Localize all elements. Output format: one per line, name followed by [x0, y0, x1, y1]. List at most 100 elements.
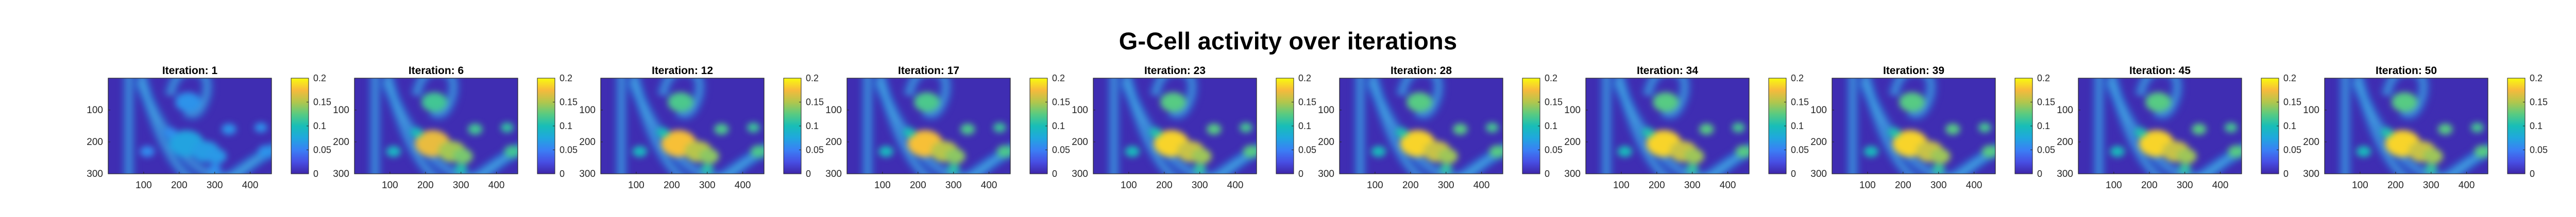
activity-hotspot — [2178, 164, 2192, 174]
activity-hotspot — [656, 127, 670, 137]
activity-hotspot — [386, 146, 401, 157]
y-tick-label: 200 — [2057, 137, 2073, 148]
y-tick-label: 300 — [1564, 169, 1581, 179]
y-tick-label: 200 — [1810, 137, 1827, 148]
x-tick-label: 200 — [171, 180, 188, 191]
activity-trail — [372, 78, 435, 174]
activity-hotspot — [1125, 146, 1140, 157]
colorbar-tick-label: 0.05 — [1791, 145, 1809, 155]
axes-frame — [1093, 78, 1257, 174]
x-tick-label: 400 — [242, 180, 259, 191]
x-tick-label: 400 — [2212, 180, 2229, 191]
colorbar-tick-label: 0 — [806, 169, 811, 179]
x-tick-label: 400 — [981, 180, 997, 191]
activity-hotspot — [699, 148, 719, 164]
heatmap-panel: Iteration: 34 100 200 300 400 100 200 300 0 0.05 0… — [1564, 65, 1823, 217]
colorbar-tick-label: 0.2 — [806, 73, 819, 83]
x-tick-label: 400 — [1473, 180, 1490, 191]
colorbar-tick-label: 0.15 — [1052, 97, 1070, 107]
activity-hotspot — [701, 164, 714, 174]
activity-hotspot — [140, 146, 155, 157]
colorbar-tick-label: 0.1 — [1545, 121, 1557, 131]
heatmap-field — [1107, 78, 1257, 174]
colorbar — [783, 78, 802, 174]
x-tick-label: 200 — [1895, 180, 1911, 191]
heatmap-field — [1846, 78, 1995, 174]
x-tick-label: 100 — [874, 180, 891, 191]
figure-title: G-Cell activity over iterations — [1118, 27, 1458, 55]
heatmap-field — [1353, 78, 1503, 174]
x-tick-label: 100 — [382, 180, 398, 191]
activity-trail — [2096, 78, 2159, 174]
colorbar-tick-label: 0.05 — [806, 145, 824, 155]
colorbar-tick-label: 0.05 — [2037, 145, 2055, 155]
activity-hotspot — [1735, 145, 1749, 158]
y-tick-label: 200 — [2303, 137, 2319, 148]
colorbar-tick-label: 0 — [1298, 169, 1303, 179]
activity-hotspot — [258, 145, 272, 158]
colorbar-tick-label: 0.15 — [2037, 97, 2055, 107]
y-tick-label: 100 — [1318, 105, 1334, 116]
heatmap-field — [1600, 78, 1749, 174]
heatmap-panel: Iteration: 39 100 200 300 400 100 200 300 0 0.05 0… — [1810, 65, 2069, 217]
y-tick-label: 200 — [825, 137, 842, 148]
activity-hotspot — [208, 164, 222, 174]
colorbar — [1768, 78, 1787, 174]
heatmap-panel: Iteration: 45 100 200 300 400 100 200 300 0 0.05 0… — [2057, 65, 2315, 217]
heatmap-svg: 100 200 300 400 100 200 300 0 0.05 0.1 0.15 0.2 — [1810, 73, 2055, 191]
colorbar-tick-label: 0.05 — [1052, 145, 1070, 155]
activity-hotspot — [2134, 127, 2147, 137]
x-tick-label: 100 — [1859, 180, 1876, 191]
activity-hotspot — [2425, 164, 2438, 174]
colorbar-tick-label: 0 — [1791, 169, 1796, 179]
activity-trail — [126, 78, 189, 174]
heatmap-panel: Iteration: 12 100 200 300 400 100 200 300 0 0.05 0… — [579, 65, 838, 217]
activity-trail — [619, 78, 681, 174]
colorbar-tick-label: 0.1 — [1298, 121, 1311, 131]
axes-frame — [2324, 78, 2488, 174]
y-tick-label: 300 — [1810, 169, 1827, 179]
panel-title: Iteration: 12 — [651, 65, 714, 77]
activity-hotspot — [750, 145, 764, 158]
y-tick-label: 200 — [333, 137, 349, 148]
y-tick-label: 200 — [1564, 137, 1581, 148]
activity-hotspot — [1149, 127, 1162, 137]
heatmap-svg: 100 200 300 400 100 200 300 0 0.05 0.1 0.15 0.2 — [333, 73, 578, 191]
heatmap-panel: Iteration: 28 100 200 300 400 100 200 300 0 0.05 0… — [1318, 65, 1577, 217]
activity-hotspot — [1395, 127, 1409, 137]
y-tick-label: 200 — [87, 137, 103, 148]
y-tick-label: 300 — [333, 169, 349, 179]
x-tick-label: 300 — [1684, 180, 1701, 191]
axes-frame — [1339, 78, 1503, 174]
heatmap-panel: Iteration: 1 100 200 300 400 100 200 300 0 0.05 0.… — [87, 65, 345, 217]
heatmap-panel: Iteration: 23 100 200 300 400 100 200 300 0 0.05 0… — [1072, 65, 1330, 217]
x-tick-label: 400 — [1227, 180, 1244, 191]
y-tick-label: 300 — [1072, 169, 1088, 179]
activity-hotspot — [1437, 148, 1458, 164]
activity-hotspot — [1617, 146, 1633, 157]
activity-hotspot — [747, 122, 760, 133]
heatmap-panel: Iteration: 6 100 200 300 400 100 200 300 0 0.05 0.… — [333, 65, 591, 217]
activity-hotspot — [1641, 127, 1655, 137]
x-tick-label: 100 — [135, 180, 152, 191]
x-tick-label: 300 — [2423, 180, 2439, 191]
y-tick-label: 200 — [1072, 137, 1088, 148]
x-tick-label: 200 — [1156, 180, 1173, 191]
x-tick-label: 200 — [910, 180, 926, 191]
x-tick-label: 200 — [1402, 180, 1419, 191]
activity-hotspot — [1932, 164, 1945, 174]
activity-hotspot — [632, 146, 648, 157]
x-tick-label: 400 — [2459, 180, 2475, 191]
activity-hotspot — [221, 123, 236, 135]
panel-title: Iteration: 45 — [2129, 65, 2191, 77]
activity-hotspot — [2176, 148, 2197, 164]
activity-trail — [1891, 78, 1934, 117]
activity-hotspot — [1899, 92, 1925, 112]
colorbar-tick-label: 0.05 — [1545, 145, 1563, 155]
y-tick-label: 200 — [1318, 137, 1334, 148]
colorbar-tick-label: 0.05 — [2530, 145, 2548, 155]
x-tick-label: 100 — [628, 180, 645, 191]
y-tick-label: 300 — [825, 169, 842, 179]
panel-title: Iteration: 28 — [1390, 65, 1452, 77]
activity-hotspot — [878, 146, 894, 157]
